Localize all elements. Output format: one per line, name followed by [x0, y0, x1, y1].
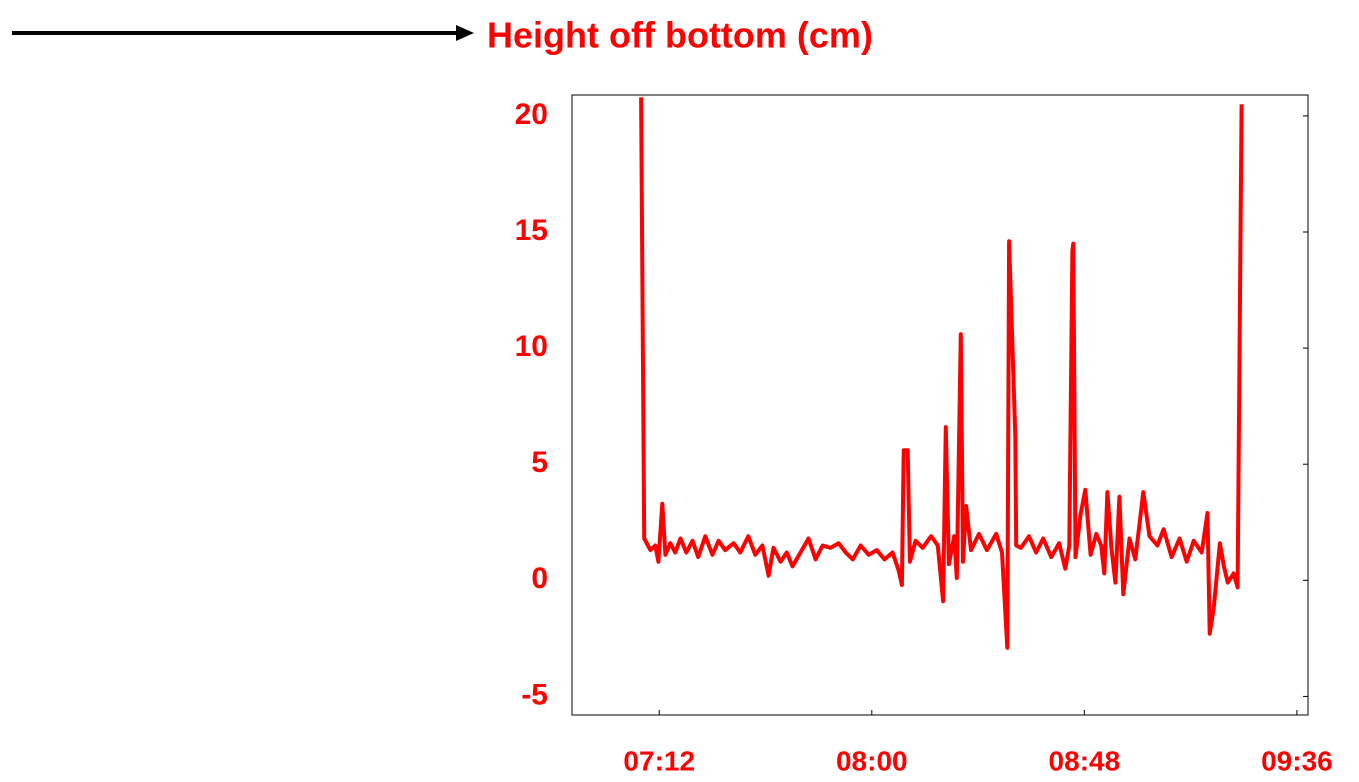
y-tick-label: 15 [515, 214, 548, 247]
arrow-head [456, 25, 474, 41]
y-tick-label: 0 [531, 562, 548, 595]
x-tick-label: 07:12 [623, 745, 695, 776]
y-tick-label: 5 [531, 446, 548, 479]
y-tick-label: -5 [521, 678, 548, 711]
x-tick-label: 08:00 [836, 745, 908, 776]
data-line [639, 97, 1244, 650]
x-tick-label: 08:48 [1049, 745, 1121, 776]
plot-frame [571, 94, 1309, 716]
y-tick-label: 20 [515, 98, 548, 131]
chart-title: Height off bottom (cm) [487, 15, 873, 56]
y-tick-label: 10 [515, 330, 548, 363]
x-tick-label: 09:36 [1261, 745, 1333, 776]
